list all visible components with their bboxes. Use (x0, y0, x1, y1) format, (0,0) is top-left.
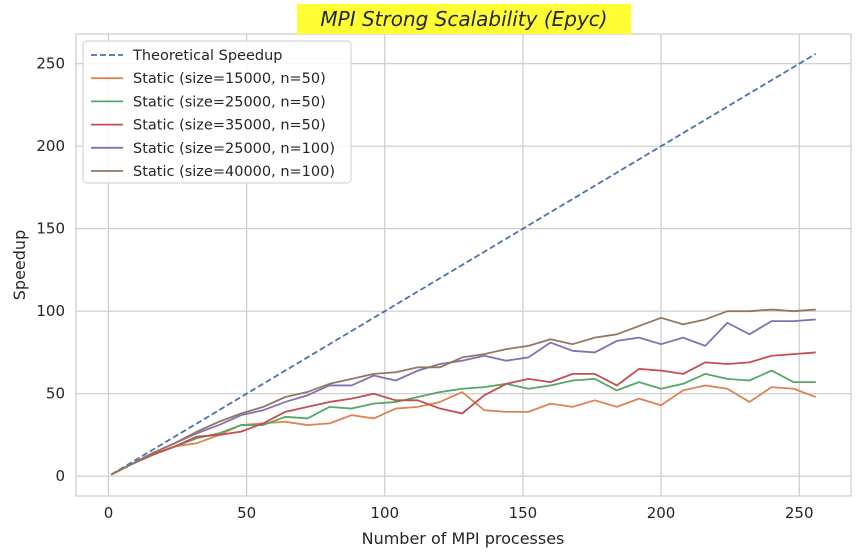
x-tick-label-2: 100 (370, 504, 399, 522)
chart-title: MPI Strong Scalability (Epyc) (320, 7, 607, 31)
x-tick-label-3: 150 (509, 504, 538, 522)
y-tick-label-4: 200 (36, 137, 65, 155)
series-lines (110, 53, 817, 476)
legend-box (82, 40, 352, 184)
legend-label-3: Static (size=35000, n=50) (133, 118, 326, 134)
legend-label-0: Theoretical Speedup (132, 48, 282, 64)
series-line-3 (110, 351, 816, 476)
y-tick-label-3: 150 (36, 220, 65, 238)
legend-label-4: Static (size=25000, n=100) (133, 141, 335, 157)
y-tick-label-1: 50 (46, 385, 65, 403)
x-tick-label-1: 50 (237, 504, 256, 522)
y-tick-label-2: 100 (36, 302, 65, 320)
x-tick-label-5: 250 (785, 504, 814, 522)
y-axis-ticks: 0 50 100 150 200 250 (36, 55, 65, 486)
y-tick-label-5: 250 (36, 55, 65, 73)
legend: Theoretical Speedup Static (size=15000, n… (82, 40, 352, 184)
x-axis-ticks: 0 50 100 150 200 250 (104, 504, 814, 522)
x-axis-label: Number of MPI processes (362, 529, 565, 548)
legend-items: Theoretical Speedup Static (size=15000, n… (91, 48, 335, 180)
series-line-5 (110, 308, 816, 476)
x-tick-label-4: 200 (647, 504, 676, 522)
legend-label-1: Static (size=15000, n=50) (133, 71, 326, 87)
series-line-4 (110, 318, 816, 476)
y-axis-label: Speedup (10, 230, 29, 300)
y-tick-label-0: 0 (55, 467, 65, 485)
legend-label-2: Static (size=25000, n=50) (133, 94, 326, 110)
series-line-2 (110, 369, 816, 476)
series-line-1 (110, 384, 817, 476)
title-highlight (297, 4, 631, 34)
legend-label-5: Static (size=40000, n=100) (133, 164, 335, 180)
series-line-0 (110, 53, 817, 476)
chart-title-group: MPI Strong Scalability (Epyc) (297, 4, 631, 34)
x-tick-label-0: 0 (104, 504, 114, 522)
